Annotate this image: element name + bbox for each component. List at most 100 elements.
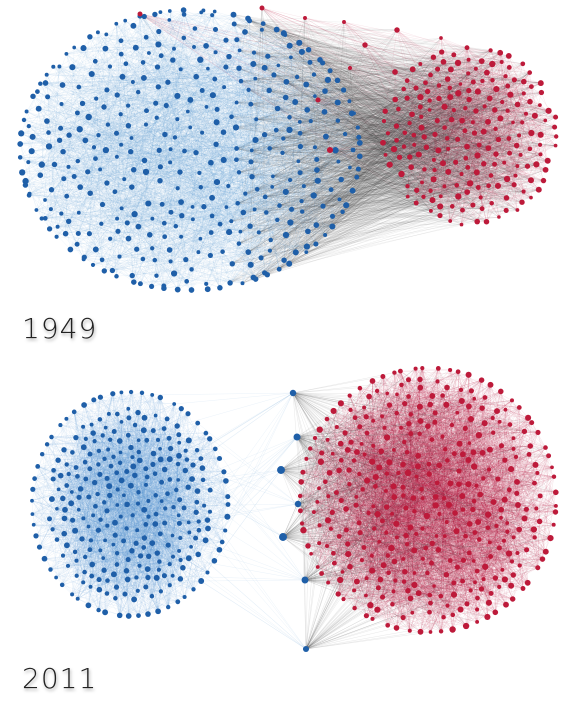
republican-node (336, 533, 342, 539)
democrat-node (201, 8, 206, 13)
republican-node (383, 434, 391, 441)
democrat-node (224, 513, 231, 520)
republican-node (420, 556, 425, 561)
republican-node (316, 426, 323, 433)
democrat-node (321, 109, 328, 115)
democrat-node (224, 205, 229, 209)
republican-node (437, 213, 443, 219)
republican-node (331, 560, 337, 566)
republican-node (524, 579, 531, 586)
democrat-node (83, 554, 88, 560)
republican-node (501, 496, 508, 503)
democrat-node (117, 460, 123, 465)
democrat-node (129, 272, 135, 279)
republican-node (338, 457, 344, 463)
democrat-node (149, 540, 156, 547)
democrat-node (87, 466, 93, 472)
republican-node (447, 558, 453, 563)
republican-node (494, 408, 500, 415)
democrat-node (89, 561, 96, 568)
republican-node (535, 429, 541, 435)
democrat-node (165, 542, 171, 548)
republican-node (309, 551, 313, 556)
republican-node (324, 517, 332, 524)
republican-node (380, 414, 385, 419)
democrat-node (297, 143, 304, 150)
republican-node (494, 182, 502, 189)
democrat-node (161, 573, 167, 579)
democrat-node (166, 604, 171, 610)
republican-node (392, 370, 397, 375)
democrat-node (281, 257, 287, 263)
democrat-node (161, 426, 167, 432)
republican-node (542, 166, 549, 173)
republican-node (364, 593, 368, 598)
democrat-node (194, 499, 200, 505)
republican-node (451, 52, 457, 58)
republican-node (505, 53, 512, 59)
democrat-node (97, 471, 103, 477)
democrat-node (135, 588, 140, 593)
republican-node (507, 422, 513, 427)
republican-node (505, 108, 510, 113)
republican-node (386, 459, 393, 466)
republican-node (454, 564, 460, 570)
democrat-node (236, 241, 242, 246)
republican-node (543, 118, 548, 123)
republican-node (423, 545, 429, 551)
democrat-node (81, 402, 87, 408)
republican-node (385, 553, 391, 558)
republican-node (353, 449, 360, 455)
democrat-node (128, 444, 134, 451)
democrat-node (186, 520, 191, 525)
democrat-node (180, 7, 187, 13)
republican-node (407, 524, 414, 531)
republican-node (551, 522, 556, 527)
democrat-node (170, 533, 175, 538)
republican-node (435, 379, 440, 384)
democrat-node (340, 87, 347, 93)
republican-node (421, 134, 427, 140)
democrat-node (195, 420, 201, 426)
republican-node (478, 58, 485, 65)
republican-node (486, 467, 492, 472)
democrat-node (38, 81, 43, 86)
democrat-node (136, 613, 141, 618)
republican-node (450, 591, 458, 598)
republican-node (356, 520, 362, 526)
democrat-node (287, 115, 292, 120)
republican-node (543, 445, 548, 450)
democrat-node (66, 218, 72, 224)
republican-node (474, 568, 480, 574)
republican-node (342, 20, 346, 24)
democrat-node (198, 578, 205, 584)
democrat-node (199, 465, 206, 471)
republican-node (315, 565, 320, 569)
democrat-node (152, 521, 159, 527)
democrat-node (174, 423, 180, 429)
republican-node (410, 495, 417, 501)
democrat-node (180, 565, 186, 571)
democrat-node (193, 73, 199, 80)
republican-node (432, 494, 439, 500)
democrat-node (119, 206, 124, 211)
republican-node (422, 167, 427, 172)
democrat-node (225, 494, 231, 500)
democrat-node (212, 9, 217, 14)
republican-node (503, 207, 509, 213)
democrat-node (150, 246, 155, 251)
democrat-node (70, 592, 75, 597)
democrat-node (153, 413, 158, 418)
democrat-node (179, 213, 185, 219)
democrat-node (135, 528, 140, 533)
democrat-node (91, 145, 97, 150)
republican-node (383, 488, 388, 493)
republican-node (428, 208, 433, 213)
democrat-node (209, 194, 216, 201)
republican-node (447, 66, 454, 73)
republican-node (485, 511, 492, 518)
republican-node (455, 193, 462, 200)
democrat-node (87, 547, 93, 553)
democrat-node (197, 56, 204, 63)
democrat-node (125, 103, 131, 108)
